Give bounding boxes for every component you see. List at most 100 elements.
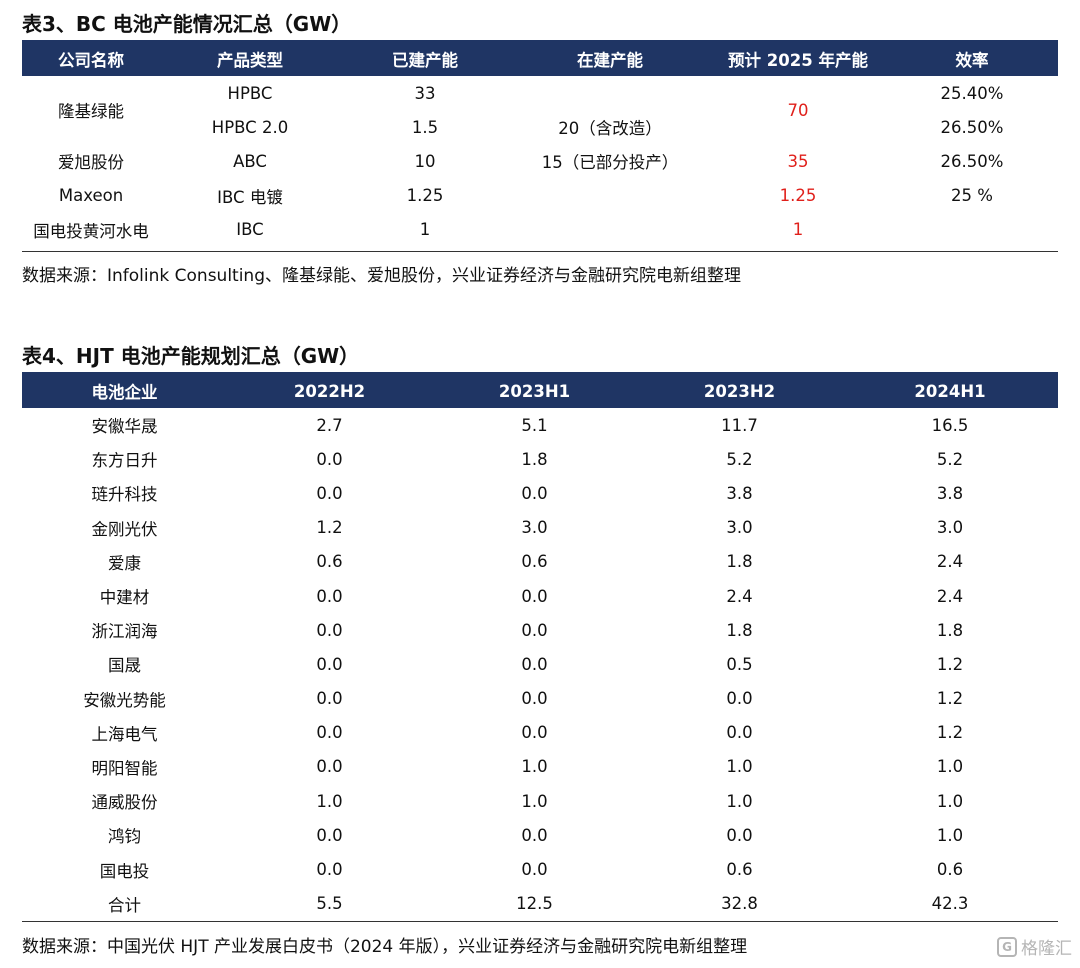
header-product-type: 产品类型: [160, 42, 340, 76]
efficiency-cell: 25 %: [951, 186, 993, 206]
value-2023h2-cell: 1.0: [726, 757, 753, 777]
watermark-text: 格隆汇: [1021, 939, 1072, 959]
company-cell: 浙江润海: [91, 622, 158, 642]
value-2022h2-cell: 1.2: [316, 518, 343, 538]
table-row: 鸿钧 0.0 0.0 0.0 1.0: [22, 818, 1058, 852]
building-cell: [510, 213, 710, 247]
company-cell: 合计: [108, 895, 141, 915]
value-2024h1-cell: 1.2: [936, 689, 964, 709]
product-cell: IBC: [236, 220, 264, 240]
company-cell: 安徽华晟: [91, 417, 158, 437]
expected-cell: 35: [787, 151, 809, 171]
value-2023h2-cell: 3.0: [726, 518, 753, 538]
efficiency-cell: 25.40%: [940, 83, 1004, 103]
table-row: 上海电气 0.0 0.0 0.0 1.2: [22, 716, 1058, 750]
watermark-logo-icon: G: [997, 936, 1017, 957]
company-cell: 隆基绿能: [58, 102, 124, 122]
expected-cell: 70: [787, 100, 809, 120]
efficiency-cell: [886, 213, 1058, 247]
value-2023h2-cell: 0.0: [726, 825, 753, 845]
value-2023h1-cell: 0.0: [521, 586, 548, 606]
table-row: 明阳智能 0.0 1.0 1.0 1.0: [22, 750, 1058, 784]
value-2024h1-cell: 1.0: [936, 825, 964, 845]
table3-title: 表3、BC 电池产能情况汇总（GW）: [22, 12, 352, 36]
value-2024h1-cell: 3.0: [936, 518, 964, 538]
value-2023h2-cell: 0.6: [726, 860, 753, 880]
built-cell: 1: [419, 220, 431, 240]
company-cell: 金刚光伏: [91, 519, 158, 539]
table-row: 隆基绿能 HPBC 33 70 25.40%: [22, 76, 1058, 122]
value-2022h2-cell: 0.0: [316, 620, 343, 640]
value-2024h1-cell: 42.3: [931, 894, 969, 914]
value-2022h2-cell: 0.0: [316, 689, 343, 709]
company-cell: 鸿钧: [108, 827, 141, 847]
value-2024h1-cell: 16.5: [931, 415, 969, 435]
table-row: Maxeon IBC 电镀 1.25 1.25 25 %: [22, 179, 1058, 213]
table3-source-note: 数据来源：Infolink Consulting、隆基绿能、爱旭股份，兴业证券经…: [22, 266, 741, 286]
company-cell: 上海电气: [91, 724, 158, 744]
value-2022h2-cell: 0.0: [316, 483, 343, 503]
efficiency-cell: 26.50%: [940, 117, 1004, 137]
table-row: 国电投 0.0 0.0 0.6 0.6: [22, 852, 1058, 886]
value-2024h1-cell: 1.8: [936, 620, 964, 640]
company-cell: 通威股份: [91, 793, 158, 813]
built-cell: 1.5: [411, 117, 439, 137]
header-2022h2: 2022H2: [227, 374, 432, 408]
value-2023h1-cell: 3.0: [521, 518, 548, 538]
product-cell: HPBC 2.0: [211, 117, 289, 137]
value-2023h2-cell: 1.8: [726, 552, 753, 572]
efficiency-cell: 26.50%: [940, 151, 1004, 171]
company-cell: 国电投黄河水电: [33, 221, 149, 241]
building-cell: [510, 76, 710, 110]
value-2023h2-cell: 2.4: [726, 586, 753, 606]
value-2024h1-cell: 5.2: [936, 449, 964, 469]
building-cell: 15（已部分投产）: [541, 153, 679, 173]
value-2023h2-cell: 1.8: [726, 620, 753, 640]
header-company: 电池企业: [22, 374, 227, 408]
value-2024h1-cell: 3.8: [936, 483, 964, 503]
company-cell: 东方日升: [91, 451, 158, 471]
expected-cell: 1.25: [779, 186, 817, 206]
table-row: 东方日升 0.0 1.8 5.2 5.2: [22, 442, 1058, 476]
built-cell: 1.25: [406, 186, 444, 206]
table-row: 国晟 0.0 0.0 0.5 1.2: [22, 647, 1058, 681]
value-2022h2-cell: 0.0: [316, 723, 343, 743]
value-2023h2-cell: 0.0: [726, 689, 753, 709]
value-2023h2-cell: 3.8: [726, 483, 753, 503]
building-cell: [510, 179, 710, 213]
header-2023h1: 2023H1: [432, 374, 637, 408]
table-row: 合计 5.5 12.5 32.8 42.3: [22, 887, 1058, 921]
value-2023h2-cell: 0.0: [726, 723, 753, 743]
value-2023h1-cell: 0.0: [521, 483, 548, 503]
table-row: 琏升科技 0.0 0.0 3.8 3.8: [22, 476, 1058, 510]
value-2023h2-cell: 0.5: [726, 654, 753, 674]
table-row: 中建材 0.0 0.0 2.4 2.4: [22, 579, 1058, 613]
value-2023h2-cell: 11.7: [721, 415, 758, 435]
table-row: 国电投黄河水电 IBC 1 1: [22, 213, 1058, 247]
table4-source-note: 数据来源：中国光伏 HJT 产业发展白皮书（2024 年版），兴业证券经济与金融…: [22, 937, 748, 957]
value-2024h1-cell: 2.4: [936, 552, 964, 572]
table-row: 浙江润海 0.0 0.0 1.8 1.8: [22, 613, 1058, 647]
value-2023h1-cell: 0.0: [521, 689, 548, 709]
header-2023h2: 2023H2: [637, 374, 842, 408]
header-company: 公司名称: [22, 42, 160, 76]
table3-top-rule: [22, 40, 1058, 42]
value-2023h1-cell: 1.0: [521, 791, 548, 811]
product-cell: HPBC: [227, 83, 273, 103]
value-2024h1-cell: 0.6: [936, 860, 964, 880]
value-2022h2-cell: 2.7: [316, 415, 343, 435]
value-2024h1-cell: 1.2: [936, 723, 964, 743]
company-cell: 国电投: [99, 861, 150, 881]
header-built-capacity: 已建产能: [340, 42, 510, 76]
table4-top-rule: [22, 372, 1058, 374]
header-expected-2025: 预计 2025 年产能: [710, 42, 886, 76]
value-2023h1-cell: 0.6: [521, 552, 548, 572]
building-cell: 20（含改造）: [558, 119, 662, 139]
table4-bottom-rule: [22, 921, 1058, 922]
table-row: 爱康 0.6 0.6 1.8 2.4: [22, 545, 1058, 579]
table4-header-row: 电池企业 2022H2 2023H1 2023H2 2024H1: [22, 374, 1058, 408]
header-efficiency: 效率: [886, 42, 1058, 76]
header-2024h1: 2024H1: [842, 374, 1058, 408]
value-2024h1-cell: 2.4: [936, 586, 964, 606]
built-cell: 33: [414, 83, 436, 103]
